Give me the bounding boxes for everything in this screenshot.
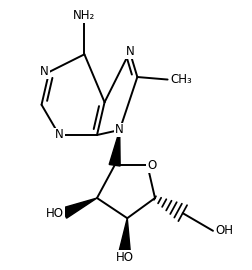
Text: N: N bbox=[125, 45, 134, 58]
Polygon shape bbox=[109, 130, 120, 166]
Text: O: O bbox=[147, 159, 157, 172]
Text: HO: HO bbox=[116, 251, 134, 264]
Polygon shape bbox=[62, 198, 97, 218]
Text: N: N bbox=[55, 129, 64, 141]
Polygon shape bbox=[119, 218, 130, 251]
Text: N: N bbox=[40, 66, 49, 79]
Text: CH₃: CH₃ bbox=[170, 73, 192, 86]
Text: N: N bbox=[115, 123, 124, 136]
Text: HO: HO bbox=[46, 207, 64, 220]
Text: OH: OH bbox=[215, 224, 234, 237]
Text: NH₂: NH₂ bbox=[73, 9, 96, 22]
